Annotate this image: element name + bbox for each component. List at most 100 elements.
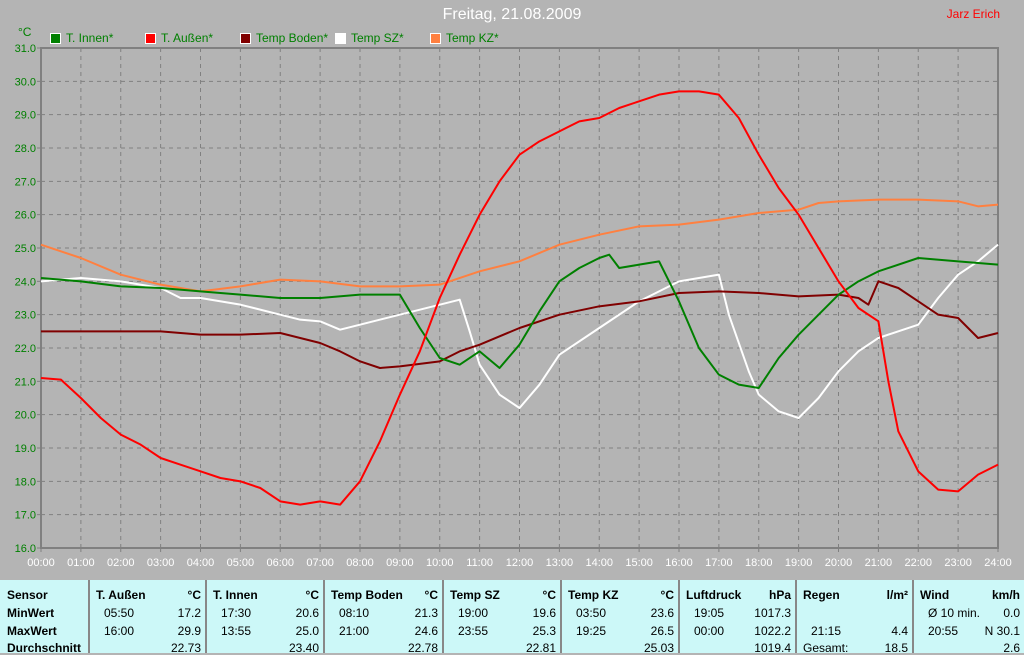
min-value: 17.2 [177,606,201,620]
max-time: 23:55 [458,624,489,638]
column-header: Temp KZ [568,588,619,602]
legend-swatch [50,32,61,44]
min-value: 0.0 [1003,606,1020,620]
y-tick-label: 22.0 [15,343,36,355]
x-tick-label: 04:00 [187,557,215,569]
legend-label: T. Außen* [161,31,214,45]
min-value: 19.6 [532,606,556,620]
x-tick-label: 05:00 [227,557,255,569]
column-unit: °C [660,588,674,602]
x-tick-label: 13:00 [546,557,574,569]
y-tick-label: 26.0 [15,210,36,222]
y-tick-label: 16.0 [15,543,36,555]
max-value: 24.6 [414,624,438,638]
max-time: 00:00 [694,624,725,638]
x-tick-label: 16:00 [665,557,693,569]
x-tick-label: 18:00 [745,557,773,569]
chart: 16.0 17.0 18.0 19.0 20.0 21.0 22.0 23.0 24.0 25.0… [15,43,1012,569]
y-tick-label: 31.0 [15,43,36,55]
row-label: Sensor [7,588,48,602]
y-tick-label: 20.0 [15,410,36,422]
legend-item: T. Innen* [50,31,113,45]
column-header: Luftdruck [686,588,742,602]
series-line-tauen [40,90,999,506]
y-tick-label: 19.0 [15,443,36,455]
stats-table: Sensor MinWert MaxWert Durchschnitt T. Außen… [0,580,1024,655]
y-tick-label: 27.0 [15,176,36,188]
max-value: 29.9 [177,624,201,638]
x-tick-label: 02:00 [107,557,135,569]
column-header: Temp SZ [450,588,500,602]
max-value: N 30.1 [984,624,1020,638]
column-unit: °C [424,588,438,602]
series-line-tinnen [40,253,999,389]
x-tick-label: 24:00 [984,557,1012,569]
column-unit: °C [305,588,319,602]
max-time: 13:55 [221,624,252,638]
max-time: 20:55 [928,624,959,638]
legend-item: Temp Boden* [240,31,328,45]
min-value: 1017.3 [754,606,791,620]
x-tick-label: 09:00 [386,557,414,569]
y-tick-label: 29.0 [15,110,36,122]
column-header: T. Innen [213,588,258,602]
x-tick-label: 21:00 [865,557,893,569]
max-time: 21:00 [339,624,370,638]
stats-column: Wind km/h Ø 10 min. 0.0 20:55 N 30.1 2.6 [912,580,1024,655]
x-tick-label: 17:00 [705,557,733,569]
max-value: 25.3 [532,624,556,638]
legend-label: T. Innen* [66,31,114,45]
y-tick-label: 17.0 [15,510,36,522]
row-label: MinWert [7,606,55,620]
row-label: MaxWert [7,624,57,638]
x-tick-label: 07:00 [306,557,334,569]
y-tick-label: 25.0 [15,243,36,255]
x-tick-label: 06:00 [266,557,294,569]
legend-label: Temp KZ* [446,31,499,45]
row-label: Durchschnitt [7,641,82,655]
max-time: 19:25 [576,624,607,638]
avg-value: 23.40 [288,641,319,655]
max-value: 25.0 [295,624,319,638]
column-header: Wind [920,588,950,602]
stats-column: Regen l/m² 21:15 4.4 18.5 Gesamt: [795,580,912,655]
max-value: 1022.2 [754,624,791,638]
chart-title: Freitag, 21.08.2009 [442,6,582,23]
column-header: T. Außen [96,588,146,602]
y-tick-label: 28.0 [15,143,36,155]
y-tick-label: 24.0 [15,276,36,288]
x-tick-label: 20:00 [825,557,853,569]
stats-column: Temp Boden °C 08:10 21.3 21:00 24.6 22.78 [323,580,442,655]
max-time: 16:00 [104,624,135,638]
column-header: Regen [803,588,840,602]
avg-value: 25.03 [643,641,674,655]
column-unit: km/h [991,588,1020,602]
min-time: 19:05 [694,606,725,620]
y-tick-label: 30.0 [15,76,36,88]
x-tick-label: 08:00 [346,557,374,569]
legend-item: Temp KZ* [430,31,499,45]
max-time: 21:15 [811,624,842,638]
max-value: 4.4 [891,624,908,638]
avg-value: 1019.4 [754,641,791,655]
x-tick-label: 12:00 [506,557,534,569]
min-time: 17:30 [221,606,252,620]
stats-column: Luftdruck hPa 19:05 1017.3 00:00 1022.2 1019.4 [678,580,795,655]
min-time: 03:50 [576,606,607,620]
column-unit: °C [187,588,201,602]
min-value: 21.3 [414,606,438,620]
x-tick-label: 03:00 [147,557,175,569]
avg-value: 22.81 [525,641,556,655]
min-time: Ø 10 min. [928,606,981,620]
x-tick-label: 19:00 [785,557,813,569]
stats-column: T. Außen °C 05:50 17.2 16:00 29.9 22.73 [88,580,205,655]
stats-column: Temp KZ °C 03:50 23.6 19:25 26.5 25.03 [560,580,678,655]
min-time: 19:00 [458,606,489,620]
column-unit: l/m² [886,588,908,602]
x-tick-label: 15:00 [625,557,653,569]
min-value: 20.6 [295,606,319,620]
series-line-tempsz [40,243,999,419]
legend-label: Temp SZ* [351,31,404,45]
x-tick-label: 10:00 [426,557,454,569]
avg-label: Gesamt: [803,641,849,655]
